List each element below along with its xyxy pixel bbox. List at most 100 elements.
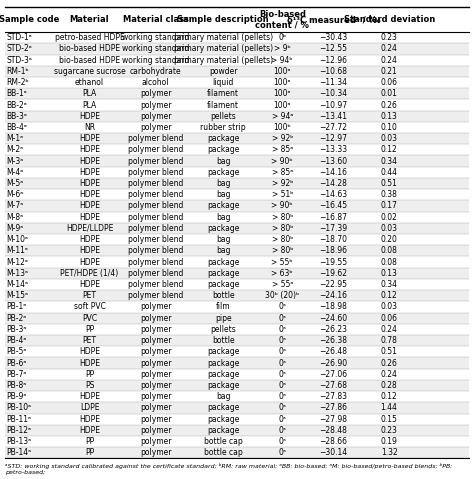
Text: polymer: polymer: [140, 347, 172, 356]
Bar: [5, 447, 469, 458]
Text: polymer: polymer: [140, 89, 172, 98]
Text: polymer blend: polymer blend: [128, 146, 183, 154]
Text: BB-4ᵃ: BB-4ᵃ: [7, 123, 27, 132]
Text: −26.38: −26.38: [319, 336, 347, 345]
Text: bag: bag: [216, 179, 230, 188]
Text: polymer: polymer: [140, 437, 172, 446]
Bar: [5, 77, 469, 88]
Text: bio-based HDPE: bio-based HDPE: [59, 45, 120, 54]
Text: 0.06: 0.06: [381, 78, 398, 87]
Text: 100ᵃ: 100ᵃ: [273, 101, 291, 110]
Bar: [5, 290, 469, 301]
Bar: [5, 167, 469, 178]
Text: polymer: polymer: [140, 392, 172, 401]
Bar: [5, 122, 469, 133]
Bar: [5, 100, 469, 111]
Text: 0.34: 0.34: [381, 157, 398, 166]
Bar: [5, 369, 469, 380]
Text: 100ᵇ: 100ᵇ: [273, 123, 291, 132]
Text: 0.13: 0.13: [381, 112, 398, 121]
Text: 0.28: 0.28: [381, 381, 398, 390]
Text: > 85ᵃ: > 85ᵃ: [272, 146, 293, 154]
Text: −14.63: −14.63: [319, 190, 347, 199]
Text: −16.45: −16.45: [319, 202, 347, 210]
Text: package: package: [207, 403, 239, 412]
Text: BB-3ᵃ: BB-3ᵃ: [7, 112, 27, 121]
Text: −16.87: −16.87: [319, 213, 347, 222]
Text: HDPE: HDPE: [79, 246, 100, 255]
Text: polymer: polymer: [140, 336, 172, 345]
Text: > 85ᵃ: > 85ᵃ: [272, 168, 293, 177]
Text: package: package: [207, 426, 239, 435]
Text: polymer: polymer: [140, 101, 172, 110]
Text: polymer blend: polymer blend: [128, 179, 183, 188]
Text: HDPE: HDPE: [79, 235, 100, 244]
Text: M-13ᵃ: M-13ᵃ: [7, 269, 28, 278]
Text: M-14ᵃ: M-14ᵃ: [7, 280, 28, 289]
Text: polymer: polymer: [140, 359, 172, 367]
Text: HDPE: HDPE: [79, 392, 100, 401]
Text: petro-based HDPE: petro-based HDPE: [55, 33, 124, 42]
Text: HDPE: HDPE: [79, 347, 100, 356]
Text: > 94ᵃ: > 94ᵃ: [272, 112, 293, 121]
Bar: [5, 189, 469, 200]
Bar: [5, 380, 469, 391]
Text: −12.55: −12.55: [319, 45, 347, 54]
Text: PET/HDPE (1/4): PET/HDPE (1/4): [60, 269, 118, 278]
Text: −13.41: −13.41: [319, 112, 347, 121]
Text: 0ᵃ: 0ᵃ: [278, 426, 286, 435]
Text: 0.44: 0.44: [381, 168, 398, 177]
Text: M-4ᵃ: M-4ᵃ: [7, 168, 24, 177]
Text: bag: bag: [216, 235, 230, 244]
Text: package: package: [207, 269, 239, 278]
Text: RM-1ᵇ: RM-1ᵇ: [7, 67, 29, 76]
Text: STD-3ᵃ: STD-3ᵃ: [7, 56, 33, 65]
Text: −10.97: −10.97: [319, 101, 347, 110]
Text: PB-4ᵃ: PB-4ᵃ: [7, 336, 27, 345]
Bar: [5, 234, 469, 245]
Bar: [5, 144, 469, 156]
Text: −13.33: −13.33: [319, 146, 347, 154]
Text: PB-11ᵃ: PB-11ᵃ: [7, 415, 32, 423]
Text: −30.43: −30.43: [319, 33, 347, 42]
Text: HDPE: HDPE: [79, 112, 100, 121]
Bar: [5, 156, 469, 167]
Text: > 55ᵃ: > 55ᵃ: [272, 280, 293, 289]
Text: −27.98: −27.98: [319, 415, 347, 423]
Text: HDPE/LLDPE: HDPE/LLDPE: [66, 224, 113, 233]
Bar: [5, 256, 469, 268]
Text: polymer blend: polymer blend: [128, 190, 183, 199]
Text: −17.39: −17.39: [319, 224, 347, 233]
Text: polymer: polymer: [140, 302, 172, 311]
Text: −12.96: −12.96: [319, 56, 347, 65]
Text: 0ᵃ: 0ᵃ: [278, 325, 286, 334]
Text: 0.21: 0.21: [381, 67, 398, 76]
Bar: [5, 335, 469, 346]
Text: PB-3ᵃ: PB-3ᵃ: [7, 325, 27, 334]
Text: package: package: [207, 224, 239, 233]
Text: package: package: [207, 359, 239, 367]
Bar: [5, 66, 469, 77]
Text: BB-2ᵃ: BB-2ᵃ: [7, 101, 27, 110]
Text: 0ᵃ: 0ᵃ: [278, 415, 286, 423]
Text: bottle cap: bottle cap: [204, 448, 242, 457]
Text: 0.03: 0.03: [381, 224, 398, 233]
Text: 0.12: 0.12: [381, 146, 398, 154]
Text: PB-5ᵃ: PB-5ᵃ: [7, 347, 27, 356]
Text: −27.86: −27.86: [319, 403, 347, 412]
Text: Material class: Material class: [123, 15, 189, 24]
Bar: [5, 32, 469, 43]
Text: M-3ᵃ: M-3ᵃ: [7, 157, 24, 166]
Text: powder: powder: [209, 67, 237, 76]
Text: film: film: [216, 302, 230, 311]
Text: PB-9ᵃ: PB-9ᵃ: [7, 392, 27, 401]
Bar: [5, 223, 469, 234]
Text: bag: bag: [216, 213, 230, 222]
Text: package: package: [207, 347, 239, 356]
Text: PP: PP: [85, 325, 94, 334]
Text: pellets: pellets: [210, 112, 236, 121]
Text: 0.17: 0.17: [381, 202, 398, 210]
Text: HDPE: HDPE: [79, 157, 100, 166]
Bar: [5, 346, 469, 357]
Text: −10.34: −10.34: [319, 89, 347, 98]
